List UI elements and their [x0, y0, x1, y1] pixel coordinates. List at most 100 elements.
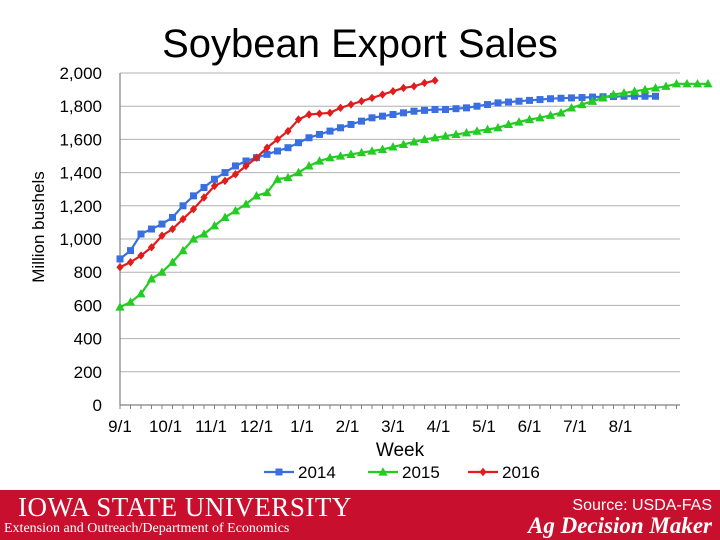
x-tick-label: 3/1: [381, 417, 405, 436]
y-tick-labels: 0 200 400 600 800 1,000 1,200 1,400 1,600 1,800 2,…: [59, 64, 102, 415]
data-point: [409, 137, 419, 146]
data-point: [242, 161, 250, 171]
legend-label: 2016: [502, 463, 540, 482]
data-point: [116, 263, 124, 272]
data-point: [305, 110, 313, 119]
data-point: [650, 83, 661, 92]
data-point: [230, 205, 241, 215]
data-point: [494, 99, 502, 107]
x-tick-label: 4/1: [427, 417, 451, 436]
data-point: [231, 170, 240, 179]
data-point: [136, 288, 146, 298]
data-point: [251, 191, 262, 200]
data-point: [368, 93, 376, 103]
data-point: [431, 76, 439, 85]
footer-bar: [0, 490, 720, 540]
data-point: [126, 258, 135, 267]
y-axis-label: Million bushels: [29, 171, 48, 283]
data-point: [272, 174, 283, 183]
data-point: [526, 96, 533, 104]
data-point: [482, 124, 493, 134]
data-point: [557, 94, 565, 102]
data-point: [209, 220, 220, 230]
source-text: Source: USDA-FAS: [572, 497, 712, 514]
data-point: [692, 78, 703, 88]
data-point: [284, 126, 292, 136]
data-point: [241, 199, 251, 208]
data-point: [463, 104, 470, 112]
department-text: Extension and Outreach/Department of Eco…: [4, 521, 290, 536]
data-point: [274, 147, 281, 155]
data-point: [514, 117, 524, 126]
series-2015: [115, 78, 713, 311]
series-2016: [116, 76, 439, 272]
data-point: [536, 96, 544, 104]
data-point: [547, 95, 554, 103]
data-point: [262, 187, 272, 197]
data-point: [220, 212, 230, 222]
data-point: [661, 81, 671, 90]
data-point: [357, 97, 366, 106]
series-group: [115, 76, 713, 311]
data-point: [167, 257, 178, 266]
data-point: [568, 94, 575, 102]
data-point: [147, 243, 156, 252]
data-point: [641, 92, 649, 100]
brand-text: Ag Decision Maker: [528, 513, 712, 538]
y-tick-label: 1,000: [59, 230, 102, 249]
data-point: [493, 122, 503, 132]
data-point: [389, 111, 397, 118]
data-point: [168, 224, 177, 234]
x-tick-label: 1/1: [290, 417, 314, 436]
data-point: [347, 100, 355, 109]
data-point: [631, 92, 638, 100]
y-tick-label: 1,800: [59, 97, 102, 116]
data-point: [158, 231, 166, 240]
data-point: [337, 124, 344, 132]
data-point: [346, 149, 356, 158]
y-tick-label: 1,600: [59, 130, 102, 149]
data-point: [294, 115, 303, 124]
data-point: [524, 114, 535, 124]
data-point: [430, 132, 440, 142]
data-point: [479, 467, 487, 477]
data-point: [326, 108, 334, 118]
data-point: [608, 89, 619, 99]
x-tick-label: 11/1: [195, 417, 227, 436]
data-point: [566, 103, 577, 112]
data-point: [379, 112, 386, 120]
x-tick-label: 5/1: [472, 417, 496, 436]
x-tick-labels: 9/1 10/1 11/1 12/1 1/1 2/1 3/1 4/1 5/1 6/1 7/1 8/1: [108, 417, 632, 436]
data-point: [211, 175, 218, 183]
data-point: [419, 134, 430, 143]
data-point: [629, 86, 640, 95]
data-point: [388, 142, 398, 151]
data-point: [420, 78, 429, 88]
x-tick-label: 10/1: [149, 417, 182, 436]
data-point: [335, 151, 346, 160]
data-point: [398, 139, 409, 148]
gridlines: [120, 72, 680, 373]
data-point: [545, 110, 556, 119]
data-point: [314, 156, 325, 165]
data-point: [284, 144, 292, 152]
data-point: [400, 109, 407, 117]
data-point: [556, 108, 566, 117]
data-point: [293, 167, 304, 177]
data-point: [221, 176, 229, 186]
y-tick-label: 2,000: [59, 64, 102, 83]
data-point: [190, 192, 197, 200]
data-point: [263, 150, 271, 158]
y-tick-label: 600: [74, 296, 102, 315]
data-point: [389, 87, 397, 96]
data-point: [115, 302, 125, 311]
data-point: [200, 184, 208, 192]
legend-item-2014: 2014: [264, 463, 336, 482]
x-axis-label: Week: [376, 440, 425, 461]
x-tick-label: 2/1: [336, 417, 360, 436]
data-point: [535, 113, 545, 122]
data-point: [179, 214, 187, 224]
data-point: [671, 78, 682, 88]
data-point: [356, 147, 367, 157]
data-point: [452, 105, 460, 113]
